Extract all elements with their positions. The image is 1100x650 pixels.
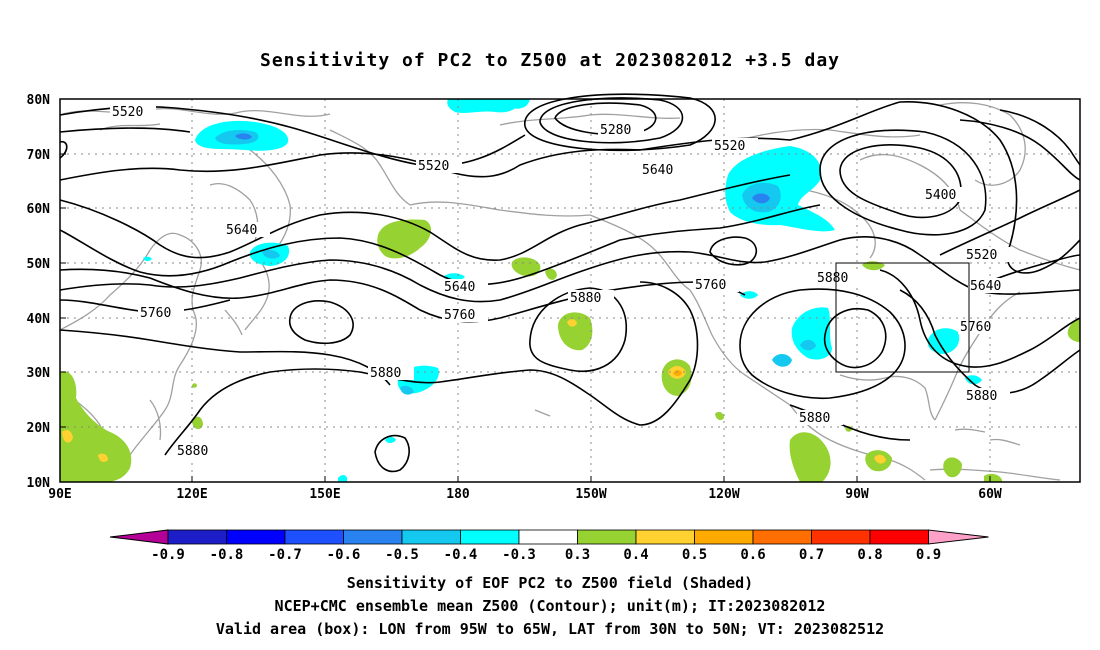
contour-label: 5880 [368,365,414,381]
contour-label: 5760 [693,277,739,293]
contour-label: 5640 [968,278,1014,294]
colorbar-label: 0.7 [799,547,824,563]
lon-label: 90W [845,487,869,502]
colorbar-label: -0.9 [151,547,185,563]
contour-label: 5880 [799,411,830,426]
colorbar-label: 0.9 [916,547,941,563]
colorbar-swatch [343,529,403,545]
lat-label: 20N [27,421,51,436]
lon-label: 60W [978,487,1002,502]
colorbar-swatch [167,529,227,545]
colorbar-swatch [577,529,637,545]
lon-label: 120E [176,487,207,502]
contour-label: 5400 [923,187,969,203]
lon-label: 150W [575,487,606,502]
lat-axis: 80N 70N 60N 50N 40N 30N 20N 10N [27,93,66,491]
colorbar-label: 0.4 [623,547,648,563]
colorbar-label: -0.3 [502,547,536,563]
contour-label: 5280 [598,122,644,138]
lon-label: 90E [48,487,71,502]
svg-text:5880: 5880 [370,366,401,381]
colorbar-label: -0.5 [385,547,419,563]
contour-label: 5760 [138,305,184,321]
svg-text:5520: 5520 [112,105,143,120]
colorbar-swatch [460,529,520,545]
lat-label: 40N [27,312,51,327]
contour-label: 5520 [110,104,156,120]
colorbar-label: -0.8 [210,547,244,563]
svg-text:5280: 5280 [600,123,631,138]
colorbar-swatch [869,529,929,545]
lat-label: 80N [27,93,51,108]
lon-axis: 90E 120E 150E 180 150W 120W 90W 60W [48,476,1002,502]
svg-text:5760: 5760 [695,278,726,293]
lon-label: 120W [708,487,739,502]
z500-contours [59,93,1081,473]
svg-text:5640: 5640 [642,163,673,178]
svg-text:5880: 5880 [966,389,997,404]
contour-label: 5520 [416,158,462,174]
colorbar-label: -0.4 [444,547,478,563]
lat-label: 50N [27,257,51,272]
contour-label: 5520 [964,247,1010,263]
lat-label: 70N [27,148,51,163]
colorbar-label: -0.6 [327,547,361,563]
svg-text:5880: 5880 [177,444,208,459]
contour-label: 5520 [712,138,758,154]
contour-label: 5640 [442,279,488,295]
svg-text:5640: 5640 [444,280,475,295]
caption-valid-area: Valid area (box): LON from 95W to 65W, L… [215,620,885,638]
colorbar-swatch [284,529,344,545]
contour-label: 5760 [442,307,488,323]
contour-label: 5640 [640,162,686,178]
colorbar-swatch [635,529,695,545]
sensitivity-map: 5520 5520 5520 5520 5280 5400 5640 5640 … [27,93,1081,563]
colorbar-label: 0.5 [682,547,707,563]
caption-contour: NCEP+CMC ensemble mean Z500 (Contour); u… [274,597,826,615]
contour-label: 5760 [958,319,1004,335]
contour-label: 5640 [224,222,270,238]
colorbar-label: -0.7 [268,547,302,563]
colorbar-arrow-left [109,529,169,545]
plot-frame [59,98,1081,483]
colorbar-swatch [752,529,812,545]
contour-label: 5880 [964,388,1010,404]
graticule [60,99,1080,482]
svg-text:5520: 5520 [418,159,449,174]
colorbar: -0.9 -0.8 -0.7 -0.6 -0.5 -0.4 -0.3 0.3 0.4 0.5 0.6… [109,529,989,563]
colorbar-swatch [226,529,286,545]
lon-label: 180 [446,487,470,502]
contour-label: 5880 [815,270,861,286]
contour-label-extra: 5880 [797,410,843,426]
svg-text:5760: 5760 [444,308,475,323]
svg-text:5760: 5760 [140,306,171,321]
svg-text:5520: 5520 [966,248,997,263]
colorbar-swatch [811,529,871,545]
lat-label: 10N [27,476,51,491]
contour-label: 5880 [568,290,614,306]
colorbar-label: 0.3 [565,547,590,563]
colorbar-swatch [694,529,754,545]
colorbar-swatch [401,529,461,545]
svg-text:5400: 5400 [925,188,956,203]
svg-text:5760: 5760 [960,320,991,335]
colorbar-label: 0.8 [857,547,882,563]
svg-text:5880: 5880 [570,291,601,306]
colorbar-label: 0.6 [740,547,765,563]
contour-labels: 5520 5520 5520 5520 5280 5400 5640 5640 … [110,104,1014,459]
svg-text:5520: 5520 [714,139,745,154]
svg-text:5640: 5640 [226,223,257,238]
svg-text:5880: 5880 [817,271,848,286]
caption-shading: Sensitivity of EOF PC2 to Z500 field (Sh… [346,574,754,592]
colorbar-arrow-right [928,529,989,545]
valid-area-box [835,262,970,373]
colorbar-swatch [518,529,578,545]
svg-text:5640: 5640 [970,279,1001,294]
lat-label: 60N [27,202,51,217]
lon-label: 150E [309,487,340,502]
contour-label: 5880 [175,443,221,459]
plot-title: Sensitivity of PC2 to Z500 at 2023082012… [259,50,840,71]
lat-label: 30N [27,366,51,381]
